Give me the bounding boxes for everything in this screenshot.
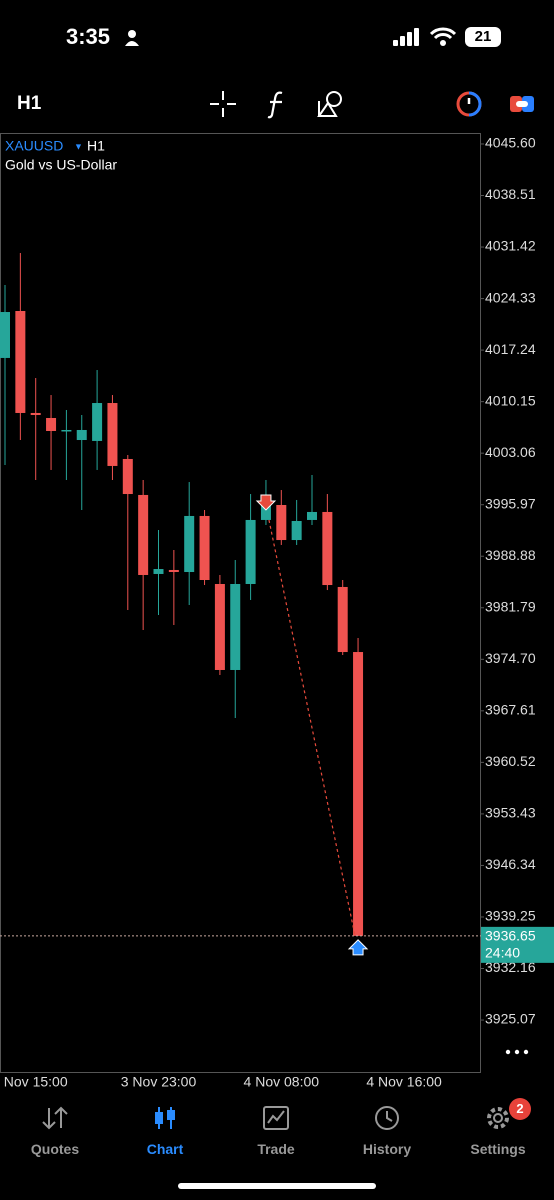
history-icon	[375, 1106, 399, 1130]
trade-line	[268, 519, 356, 936]
x-tick-label: Nov 15:00	[4, 1074, 68, 1090]
tab-trade[interactable]: Trade	[221, 1098, 331, 1158]
y-tick-label: 3939.25	[485, 908, 536, 924]
trade-icon	[263, 1106, 289, 1130]
signal-icon	[393, 28, 419, 46]
candle-body	[291, 520, 302, 541]
y-tick-label: 3932.16	[485, 959, 536, 975]
y-tick-label: 3988.88	[485, 547, 536, 563]
trade-button[interactable]	[508, 90, 536, 118]
crosshair-button[interactable]	[208, 89, 238, 119]
candle-body	[46, 417, 57, 432]
chart-timeframe: H1	[87, 138, 105, 154]
chart-icon	[155, 1107, 175, 1129]
chart-frame	[0, 133, 481, 1073]
candle-body	[199, 515, 210, 581]
y-tick-label: 4031.42	[485, 238, 536, 254]
y-tick-label: 4024.33	[485, 289, 536, 305]
wifi-icon	[430, 27, 456, 46]
battery-level: 21	[474, 28, 492, 45]
candle-body	[245, 519, 256, 585]
x-tick-label: 4 Nov 16:00	[366, 1074, 442, 1090]
more-button[interactable]	[505, 1049, 529, 1055]
home-indicator	[178, 1183, 376, 1189]
tab-label: Chart	[146, 1141, 184, 1157]
y-tick-label: 4003.06	[485, 444, 536, 460]
y-tick-label: 4017.24	[485, 341, 536, 357]
chart-subtitle: Gold vs US-Dollar	[5, 157, 117, 173]
y-tick-label: 3995.97	[485, 495, 536, 511]
tab-chart[interactable]: Chart	[110, 1098, 220, 1158]
y-tick-label: 3967.61	[485, 702, 536, 718]
candle-body	[92, 403, 103, 441]
battery: 21	[465, 27, 501, 47]
candle-body	[61, 429, 72, 432]
y-tick-label: 3960.52	[485, 753, 536, 769]
toolbar: H1	[0, 80, 554, 128]
y-tick-label: 4045.60	[485, 135, 536, 151]
y-tick-label: 3925.07	[485, 1011, 536, 1027]
candle-body	[0, 312, 10, 358]
tab-bar: Quotes Chart Trade History Settings 2	[0, 1098, 554, 1168]
candle-body	[307, 511, 317, 520]
buy-arrow	[347, 939, 369, 956]
settings-icon	[487, 1107, 509, 1129]
candle-body	[353, 652, 364, 936]
tab-history[interactable]: History	[332, 1098, 442, 1158]
one-click-button[interactable]	[455, 90, 483, 118]
clock: 3:35	[66, 24, 111, 49]
status-bar: 3:35 21	[0, 0, 554, 70]
candle-body	[214, 584, 225, 670]
y-tick-label: 4010.15	[485, 392, 536, 408]
tab-settings[interactable]: Settings 2	[443, 1098, 553, 1158]
sell-arrow	[255, 494, 277, 511]
candle-body	[276, 504, 287, 541]
quotes-icon	[42, 1106, 68, 1130]
candle-body	[15, 311, 26, 413]
tab-label: History	[362, 1141, 412, 1157]
tab-quotes[interactable]: Quotes	[0, 1098, 110, 1158]
candle-body	[138, 494, 149, 575]
y-tick-label: 4038.51	[485, 186, 536, 202]
candle-body	[153, 569, 164, 574]
current-price-label: 3936.65	[485, 928, 536, 944]
x-tick-label: 4 Nov 08:00	[244, 1074, 320, 1090]
symbol-dropdown[interactable]: ▼	[74, 141, 83, 151]
candle-body	[76, 429, 87, 441]
current-price-box	[481, 926, 554, 963]
person-icon	[125, 30, 139, 46]
candle-body	[322, 511, 333, 586]
y-tick-label: 3946.34	[485, 856, 536, 872]
tab-label: Trade	[257, 1141, 295, 1157]
tab-label: Settings	[470, 1141, 526, 1157]
chart: XAUUSD ▼ H1 Gold vs US-Dollar 4045.60 403…	[0, 133, 554, 1090]
candle-body	[107, 403, 118, 466]
candle-body	[168, 569, 179, 573]
objects-button[interactable]	[316, 89, 346, 119]
candle-body	[184, 515, 195, 573]
candle-body	[30, 412, 41, 416]
countdown-label: 24:40	[485, 945, 520, 961]
badge: 2	[509, 1098, 531, 1120]
symbol[interactable]: XAUUSD	[5, 138, 63, 154]
candle-body	[230, 584, 241, 670]
timeframe-button[interactable]: H1	[17, 93, 42, 114]
indicators-button[interactable]	[265, 89, 291, 119]
candle-body	[122, 458, 133, 495]
candle-body	[337, 586, 348, 653]
y-tick-label: 3953.43	[485, 805, 536, 821]
y-tick-label: 3981.79	[485, 598, 536, 614]
candle-body	[260, 504, 271, 520]
x-tick-label: 3 Nov 23:00	[121, 1074, 197, 1090]
tab-label: Quotes	[30, 1141, 80, 1157]
y-tick-label: 3974.70	[485, 650, 536, 666]
